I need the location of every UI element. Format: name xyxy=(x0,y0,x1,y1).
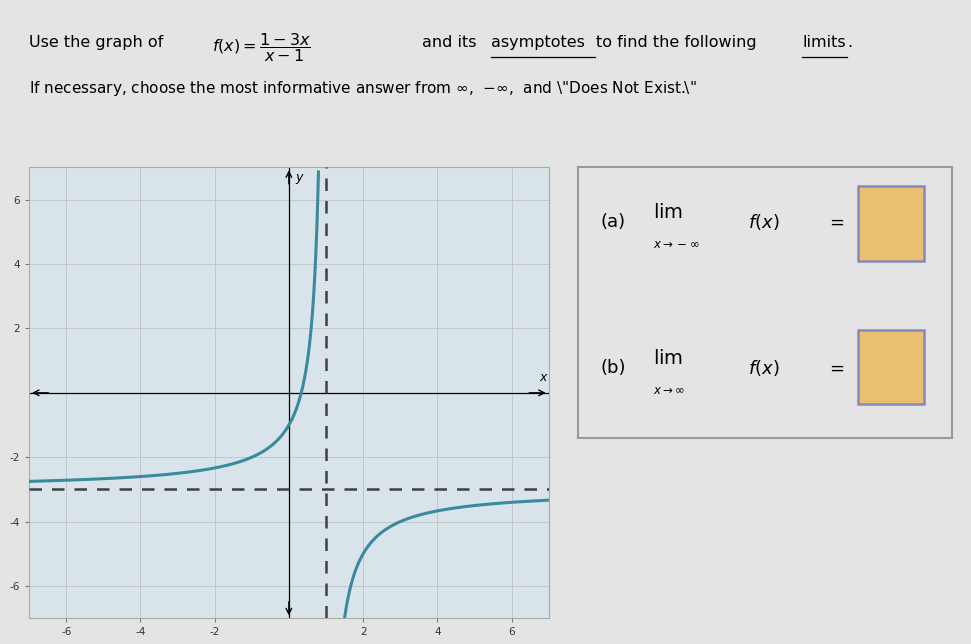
Text: $x \rightarrow -\infty$: $x \rightarrow -\infty$ xyxy=(653,238,699,251)
Text: limits: limits xyxy=(802,35,846,50)
Text: $f(x) = \dfrac{1-3x}{x-1}$: $f(x) = \dfrac{1-3x}{x-1}$ xyxy=(212,31,311,64)
FancyBboxPatch shape xyxy=(858,186,923,261)
Text: to find the following: to find the following xyxy=(596,35,756,50)
Text: $f(x)$: $f(x)$ xyxy=(748,357,780,377)
Text: x: x xyxy=(539,371,547,384)
FancyBboxPatch shape xyxy=(858,330,923,404)
Text: If necessary, choose the most informative answer from $\infty$,  $-\infty$,  and: If necessary, choose the most informativ… xyxy=(29,79,697,98)
Text: Use the graph of: Use the graph of xyxy=(29,35,163,50)
Text: (b): (b) xyxy=(600,359,625,377)
Text: y: y xyxy=(295,171,303,184)
Text: $=$: $=$ xyxy=(826,213,845,231)
Text: and its: and its xyxy=(422,35,477,50)
Text: $\lim$: $\lim$ xyxy=(653,348,683,368)
Text: .: . xyxy=(848,35,853,50)
Text: $=$: $=$ xyxy=(826,359,845,377)
Text: asymptotes: asymptotes xyxy=(491,35,586,50)
Text: $f(x)$: $f(x)$ xyxy=(748,211,780,232)
Text: (a): (a) xyxy=(600,213,625,231)
Text: $\lim$: $\lim$ xyxy=(653,203,683,222)
Text: $x \rightarrow \infty$: $x \rightarrow \infty$ xyxy=(653,384,685,397)
